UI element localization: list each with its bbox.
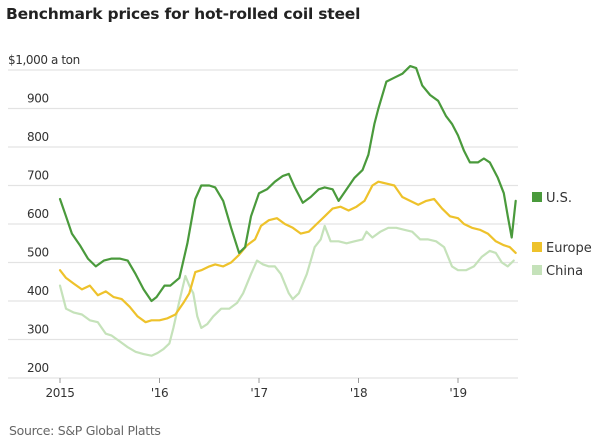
x-axis: 2015 '16 '17 '18 '19: [46, 378, 467, 400]
legend-swatch-europe: [532, 242, 542, 252]
source-note: Source: S&P Global Platts: [9, 423, 161, 438]
legend-label-us: U.S.: [546, 191, 572, 206]
y-tick-label-400: 400: [27, 284, 49, 298]
y-tick-label-900: 900: [27, 92, 49, 106]
series-line-europe: [58, 180, 517, 324]
legend: U.S. Europe China: [532, 191, 592, 279]
x-tick-label-2018: '18: [350, 386, 367, 400]
y-tick-label-1000: $1,000 a ton: [8, 53, 80, 67]
legend-swatch-china: [532, 265, 542, 275]
series-line-us: [58, 64, 517, 303]
y-tick-label-200: 200: [27, 361, 49, 375]
legend-label-europe: Europe: [546, 241, 592, 256]
x-tick-label-2019: '19: [449, 386, 466, 400]
series-lines: [58, 64, 517, 357]
x-tick-label-2016: '16: [151, 386, 168, 400]
y-tick-label-300: 300: [27, 323, 49, 337]
x-tick-label-2015: 2015: [46, 386, 75, 400]
y-tick-label-800: 800: [27, 130, 49, 144]
y-tick-label-700: 700: [27, 169, 49, 183]
legend-label-china: China: [546, 264, 583, 279]
legend-swatch-us: [532, 192, 542, 202]
y-tick-label-500: 500: [27, 246, 49, 260]
y-tick-label-600: 600: [27, 207, 49, 221]
y-axis-labels: $1,000 a ton 900 800 700 600 500 400 300 200: [8, 53, 80, 375]
series-line-china: [58, 224, 515, 357]
x-tick-label-2017: '17: [250, 386, 267, 400]
chart-title: Benchmark prices for hot-rolled coil ste…: [6, 5, 361, 23]
